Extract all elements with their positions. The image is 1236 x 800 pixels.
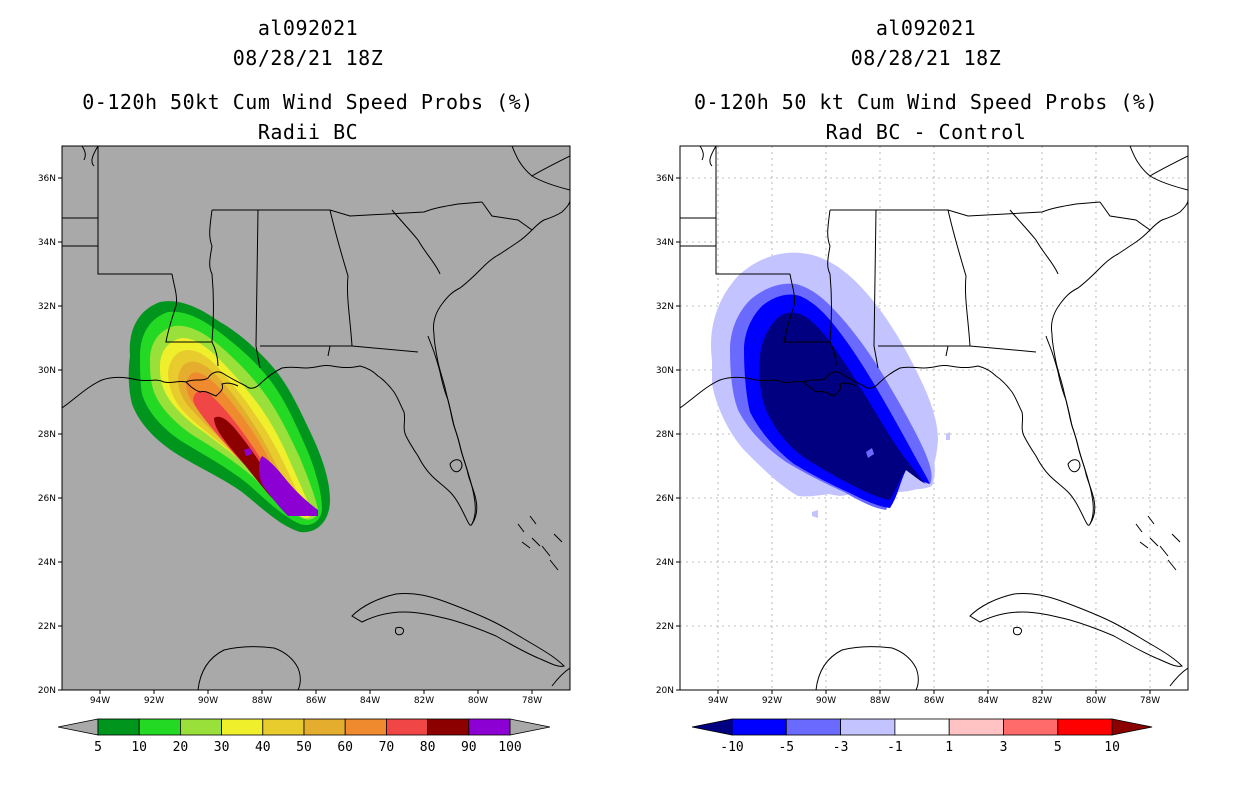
left-storm-id: al092021 [257,16,359,40]
right-colorbar-swatch [1057,718,1113,736]
right-lon-label: 80W [1086,696,1106,706]
left-lat-label: 36N [38,174,56,184]
right-colorbar-high-triangle [1111,718,1153,736]
right-colorbar-label: -5 [778,740,794,755]
left-colorbar-label: 30 [214,740,230,755]
left-lon-label: 92W [144,696,164,706]
right-colorbar-swatch [894,718,950,736]
right-lat-label: 26N [656,494,674,504]
left-lat-label: 34N [38,238,56,248]
left-colorbar-swatch [344,718,387,736]
left-colorbar-swatch [468,718,511,736]
left-colorbar-label: 70 [379,740,395,755]
right-colorbar-label: 1 [945,740,953,755]
left-colorbar-label: 80 [420,740,436,755]
right-colorbar-label: 5 [1054,740,1062,755]
right-lon-label: 94W [708,696,728,706]
left-colorbar-label: 40 [255,740,271,755]
left-lat-label: 30N [38,366,56,376]
left-lon-label: 80W [468,696,488,706]
right-colorbar-swatch [840,718,896,736]
left-longitude-labels: 94W 92W 90W 88W 86W 84W 82W 80W 78W [90,690,542,706]
right-storm-id: al092021 [875,16,977,40]
left-colorbar-label: 90 [461,740,477,755]
right-colorbar-label: -1 [887,740,903,755]
right-colorbar-label: 3 [1000,740,1008,755]
right-lat-label: 32N [656,302,674,312]
left-title: 0-120h 50kt Cum Wind Speed Probs (%) [82,90,534,114]
left-colorbar-swatch [427,718,470,736]
right-date: 08/28/21 18Z [850,46,1002,70]
right-colorbar-swatch [1003,718,1059,736]
right-lon-label: 84W [978,696,998,706]
left-lat-label: 24N [38,558,56,568]
left-lat-label: 22N [38,622,56,632]
right-longitude-labels: 94W 92W 90W 88W 86W 84W 82W 80W 78W [708,690,1160,706]
left-lon-label: 94W [90,696,110,706]
right-latitude-labels: 36N 34N 32N 30N 28N 26N 24N 22N 20N [656,174,680,696]
left-colorbar: 5 10 20 30 40 50 60 70 80 90 100 [57,718,551,755]
left-lat-label: 20N [38,686,56,696]
left-colorbar-high-triangle [509,718,551,736]
right-lon-label: 82W [1032,696,1052,706]
right-lon-label: 86W [924,696,944,706]
right-colorbar-swatch [731,718,787,736]
left-lat-label: 26N [38,494,56,504]
left-lon-label: 88W [252,696,272,706]
left-latitude-labels: 36N 34N 32N 30N 28N 26N 24N 22N 20N [38,174,62,696]
right-colorbar-label: -3 [833,740,849,755]
right-lat-label: 28N [656,430,674,440]
right-lat-label: 22N [656,622,674,632]
left-lat-label: 32N [38,302,56,312]
left-colorbar-label: 20 [173,740,189,755]
left-colorbar-swatch [221,718,264,736]
right-lon-label: 90W [816,696,836,706]
left-date: 08/28/21 18Z [232,46,384,70]
right-title: 0-120h 50 kt Cum Wind Speed Probs (%) [693,90,1159,114]
left-lon-label: 78W [522,696,542,706]
right-lat-label: 20N [656,686,674,696]
left-colorbar-swatch [262,718,305,736]
left-lon-label: 90W [198,696,218,706]
right-colorbar-swatch [785,718,841,736]
left-colorbar-swatch [179,718,222,736]
left-colorbar-low-triangle [57,718,99,736]
left-colorbar-label: 10 [131,740,147,755]
left-map [61,145,571,691]
right-colorbar-low-triangle [691,718,733,736]
left-colorbar-swatch [385,718,428,736]
right-lat-label: 24N [656,558,674,568]
right-lon-label: 78W [1140,696,1160,706]
left-lon-label: 86W [306,696,326,706]
left-colorbar-label: 5 [94,740,102,755]
left-colorbar-label: 100 [498,740,521,755]
right-map [679,145,1189,691]
left-colorbar-swatch [138,718,181,736]
left-map-background [61,145,571,691]
left-lon-label: 82W [414,696,434,706]
left-lat-label: 28N [38,430,56,440]
right-lon-label: 88W [870,696,890,706]
right-difference-contours [711,252,950,518]
left-colorbar-label: 60 [337,740,353,755]
right-lon-label: 92W [762,696,782,706]
right-subtitle: Rad BC - Control [825,120,1027,144]
left-colorbar-swatch [97,718,140,736]
right-lat-label: 30N [656,366,674,376]
left-colorbar-swatch [303,718,346,736]
right-lat-label: 36N [656,174,674,184]
right-colorbar: -10 -5 -3 -1 1 3 5 10 [691,718,1153,755]
left-probability-contours [128,301,330,533]
right-colorbar-label: -10 [720,740,743,755]
left-colorbar-label: 50 [296,740,312,755]
right-colorbar-swatch [948,718,1004,736]
right-lat-label: 34N [656,238,674,248]
left-subtitle: Radii BC [257,120,359,144]
left-lon-label: 84W [360,696,380,706]
right-colorbar-label: 10 [1104,740,1120,755]
